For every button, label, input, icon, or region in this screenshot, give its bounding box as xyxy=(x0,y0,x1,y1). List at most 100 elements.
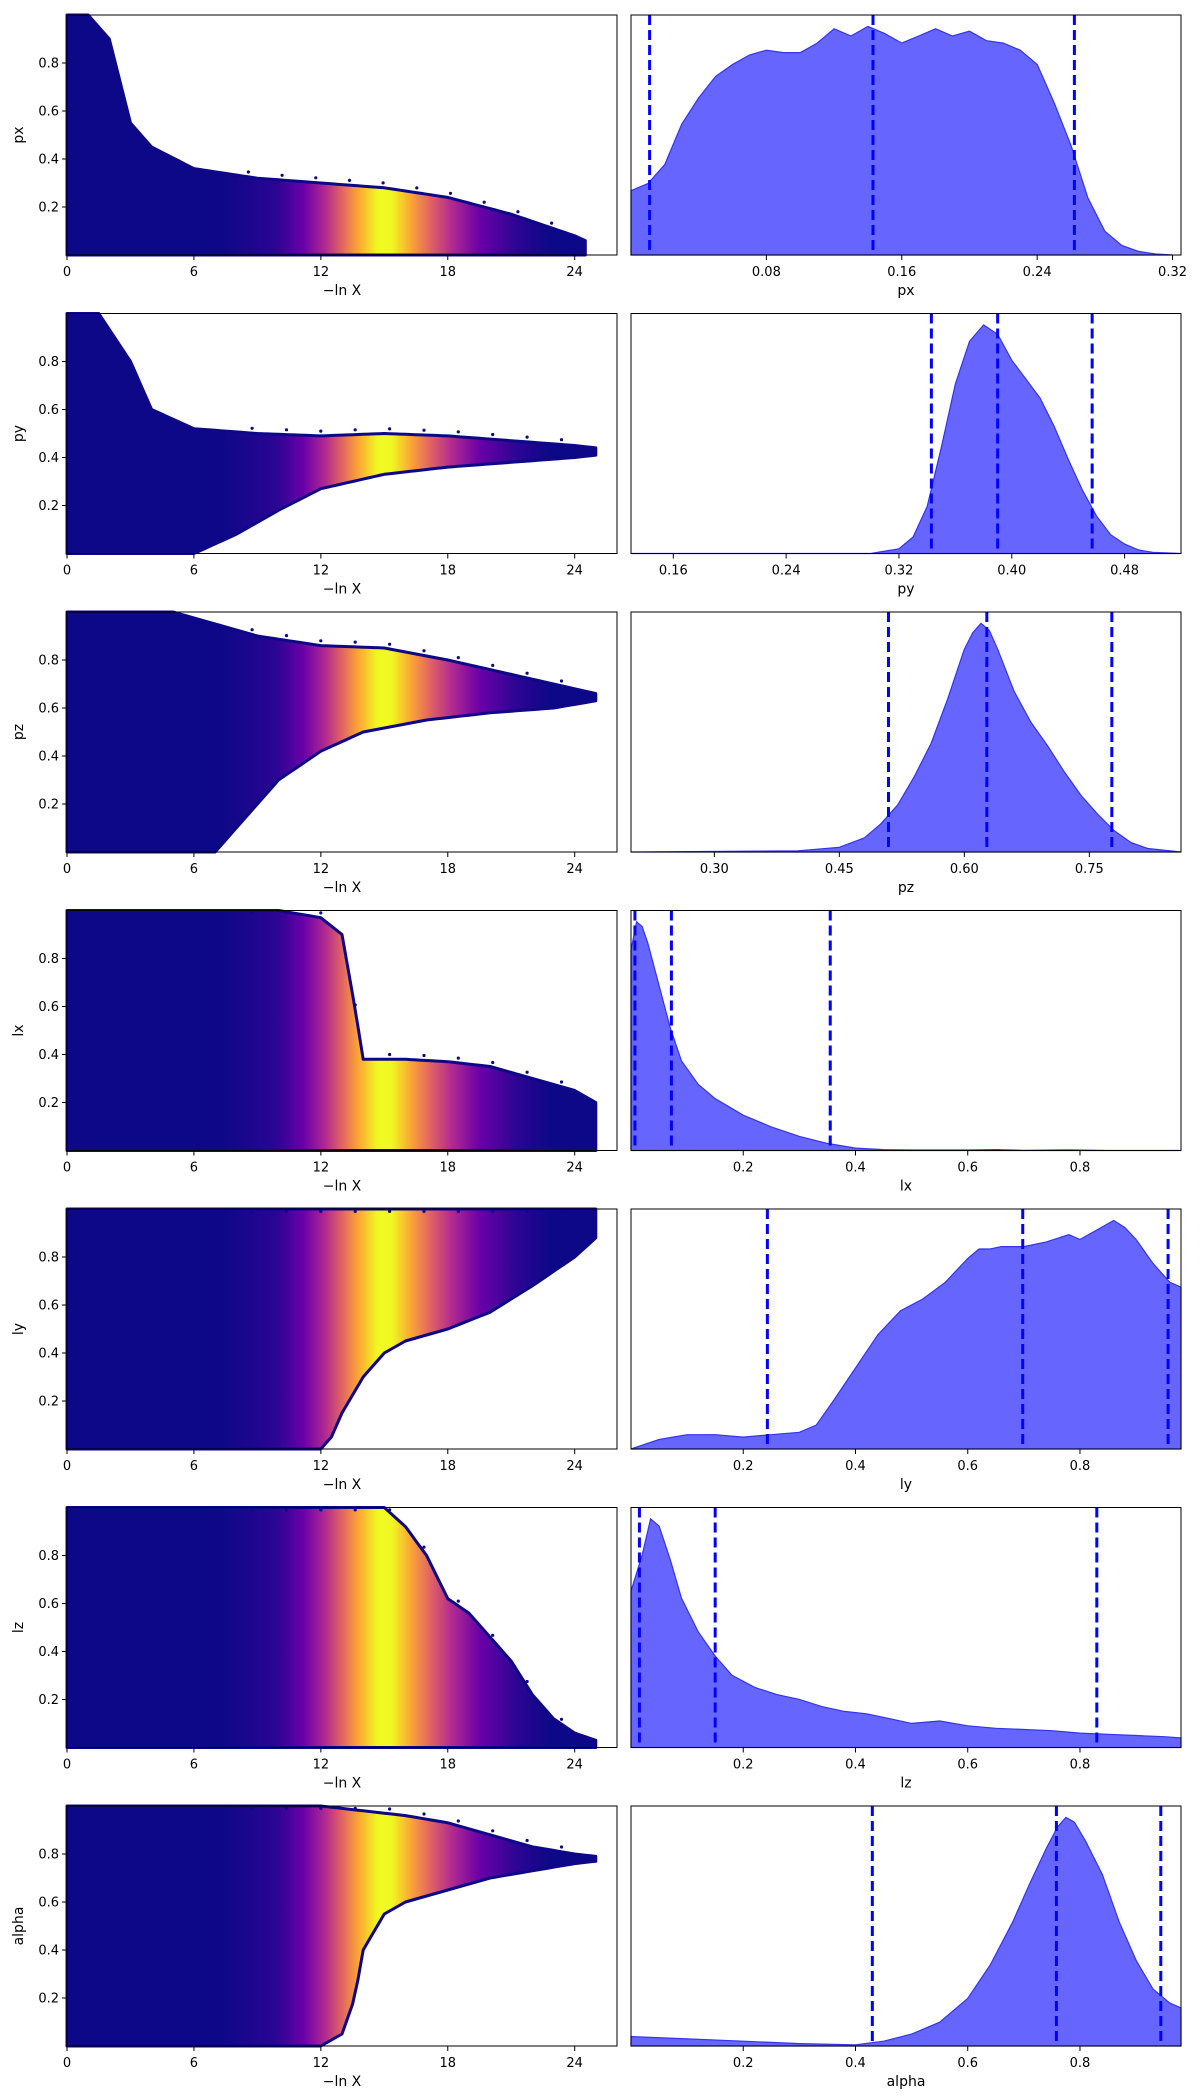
x-tick-label: 18 xyxy=(439,564,456,579)
sample-point xyxy=(250,1806,254,1810)
x-tick-label: 0.40 xyxy=(997,564,1026,579)
sample-point xyxy=(559,1080,564,1084)
y-tick-label: 0.2 xyxy=(38,798,59,813)
y-tick-label: 0.6 xyxy=(38,403,59,418)
x-tick-label: 0.08 xyxy=(752,265,781,280)
scatter-panel-px: 0.2 0.4 0.6 0.8 px 0 6 12 18 24 −ln X xyxy=(11,13,618,299)
scatter-panel-lz: 0.2 0.4 0.6 0.8 lz 0 6 12 18 24 −ln X xyxy=(11,1506,618,1792)
y-tick-label: 0.6 xyxy=(38,1896,59,1911)
sample-point xyxy=(525,671,529,675)
axes-frame xyxy=(630,910,1182,1151)
axes-frame xyxy=(66,313,618,554)
scatter-panel-ly: 0.2 0.4 0.6 0.8 ly 0 6 12 18 24 −ln X xyxy=(11,1207,618,1493)
x-tick-label: 24 xyxy=(566,1161,583,1176)
sample-point xyxy=(559,1845,564,1849)
sample-point xyxy=(448,191,453,195)
kde-panel-ly: 0.2 0.4 0.6 0.8 ly xyxy=(630,1208,1182,1493)
x-tick-label: 0 xyxy=(63,1161,71,1176)
sample-point xyxy=(525,1209,529,1213)
x-axis-label: −ln X xyxy=(323,283,362,299)
x-tick-label: 24 xyxy=(566,1758,583,1773)
y-tick-label: 0.8 xyxy=(38,1251,59,1266)
sample-point xyxy=(353,428,357,432)
scatter-panel-pz: 0.2 0.4 0.6 0.8 pz 0 6 12 18 24 −ln X xyxy=(11,610,618,896)
y-axis-label: px xyxy=(11,126,27,143)
sample-point xyxy=(319,1209,323,1213)
sample-point xyxy=(491,1829,495,1833)
sample-point xyxy=(422,1545,426,1549)
x-tick-label: 0 xyxy=(63,1459,71,1474)
sample-point xyxy=(388,427,392,431)
x-tick-label: 0.6 xyxy=(957,1161,978,1176)
sample-cloud xyxy=(65,1506,598,1749)
sample-point xyxy=(381,181,385,185)
scatter-panel-py: 0.2 0.4 0.6 0.8 py 0 6 12 18 24 −ln X xyxy=(11,312,618,598)
axes-frame xyxy=(630,611,1182,853)
y-tick-label: 0.8 xyxy=(38,1549,59,1564)
y-tick-label: 0.4 xyxy=(38,1645,59,1660)
y-axis-label: ly xyxy=(11,1323,27,1335)
sample-point xyxy=(422,428,426,432)
y-tick-label: 0.4 xyxy=(38,153,59,168)
sample-point xyxy=(388,1209,392,1213)
axes-frame xyxy=(630,1805,1182,2047)
x-tick-label: 0 xyxy=(63,862,71,877)
sample-point xyxy=(456,1819,460,1823)
x-tick-label: 0.32 xyxy=(884,564,913,579)
sample-point xyxy=(491,1633,495,1637)
x-axis-label: lz xyxy=(900,1776,911,1792)
x-tick-label: 18 xyxy=(439,1758,456,1773)
x-tick-label: 0.24 xyxy=(772,564,801,579)
kde-area xyxy=(630,622,1182,853)
x-tick-label: 24 xyxy=(566,564,583,579)
sample-point xyxy=(319,1806,323,1810)
sample-point xyxy=(284,1806,289,1810)
axes-frame xyxy=(66,14,618,256)
y-tick-label: 0.6 xyxy=(38,1299,59,1314)
x-tick-label: 18 xyxy=(439,265,456,280)
sample-point xyxy=(491,432,495,437)
x-axis-label: −ln X xyxy=(323,2074,362,2090)
x-tick-label: 0.8 xyxy=(1070,1161,1091,1176)
sample-point xyxy=(422,649,426,653)
x-tick-label: 0.4 xyxy=(845,1161,866,1176)
sample-point xyxy=(284,1209,289,1213)
x-tick-label: 24 xyxy=(566,2056,583,2071)
y-tick-label: 0.2 xyxy=(38,201,59,216)
x-tick-label: 0.16 xyxy=(659,564,688,579)
sample-point xyxy=(559,679,564,683)
axes-frame xyxy=(66,1805,618,2047)
sample-point xyxy=(525,1070,529,1074)
sample-point xyxy=(415,186,419,190)
sample-point xyxy=(550,221,554,225)
x-tick-label: 0.4 xyxy=(845,1459,866,1474)
axes-frame xyxy=(630,1208,1182,1450)
x-tick-label: 0 xyxy=(63,265,71,280)
y-axis-label: pz xyxy=(11,724,27,740)
y-tick-label: 0.2 xyxy=(38,1693,59,1708)
x-tick-label: 6 xyxy=(190,1459,198,1474)
x-tick-label: 0 xyxy=(63,1758,71,1773)
scatter-panel-lx: 0.2 0.4 0.6 0.8 lx 0 6 12 18 24 −ln X xyxy=(11,909,618,1195)
y-tick-label: 0.6 xyxy=(38,1000,59,1015)
sample-point xyxy=(319,639,323,643)
sample-point xyxy=(559,438,564,442)
y-tick-label: 0.8 xyxy=(38,952,59,967)
y-axis-label: py xyxy=(11,425,27,442)
sample-point xyxy=(246,170,250,174)
kde-panel-pz: 0.30 0.45 0.60 0.75 pz xyxy=(630,611,1182,896)
sample-point xyxy=(319,1508,323,1512)
sample-point xyxy=(525,1838,529,1843)
y-tick-label: 0.6 xyxy=(38,702,59,717)
x-tick-label: 12 xyxy=(313,564,330,579)
x-tick-label: 0.75 xyxy=(1075,862,1104,877)
sample-point xyxy=(314,176,318,180)
x-tick-label: 0.2 xyxy=(733,1161,754,1176)
sample-point xyxy=(250,1508,254,1512)
axes-frame xyxy=(66,1507,618,1748)
y-tick-label: 0.6 xyxy=(38,105,59,120)
y-tick-label: 0.6 xyxy=(38,1597,59,1612)
sample-point xyxy=(525,435,529,439)
x-axis-label: lx xyxy=(900,1179,912,1195)
sample-cloud xyxy=(65,1207,598,1451)
